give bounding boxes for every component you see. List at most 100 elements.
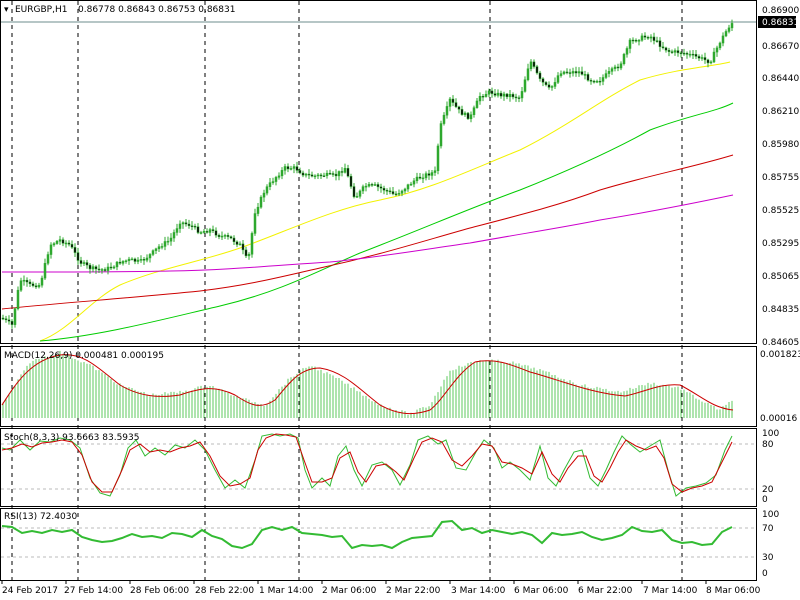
candle-body <box>448 98 452 107</box>
candle-body <box>451 98 455 103</box>
candle-body <box>301 172 305 176</box>
candle-body <box>172 232 176 239</box>
candle-body <box>433 170 437 173</box>
stoch-panel[interactable] <box>0 428 757 507</box>
candle-body <box>13 308 17 325</box>
candle-body <box>205 231 209 233</box>
candle-body <box>277 175 281 178</box>
time-label: 2 Mar 06:00 <box>322 586 377 596</box>
candle-body <box>481 96 485 98</box>
candle-body <box>136 259 140 262</box>
candle-body <box>208 229 212 233</box>
candle-body <box>49 244 53 255</box>
candle-body <box>157 246 161 250</box>
macd-axis-bottom: 0.00016 <box>760 414 797 424</box>
candle-body <box>361 186 365 192</box>
candle-body <box>262 192 266 198</box>
candle-body <box>469 114 473 120</box>
candle-body <box>571 71 575 74</box>
candle-body <box>193 225 197 228</box>
candle-body <box>577 71 581 74</box>
candle-body <box>238 243 242 246</box>
price-tick: 0.86210 <box>762 107 799 117</box>
candle-body <box>289 168 293 170</box>
rsi-axis: 100 70 30 0 <box>762 510 779 579</box>
candle-body <box>568 72 572 74</box>
candle-body <box>316 174 320 177</box>
candle-body <box>229 236 233 239</box>
candle-body <box>628 39 632 49</box>
candle-body <box>580 71 584 75</box>
chart-symbol-title: EURGBP,H1 <box>15 5 67 15</box>
candle-body <box>556 75 560 83</box>
price-tick: 0.84605 <box>762 338 799 348</box>
candle-body <box>634 39 638 42</box>
candle-body <box>100 269 104 271</box>
candle-body <box>484 94 488 97</box>
candle-body <box>112 266 116 269</box>
candle-body <box>505 93 509 98</box>
candle-body <box>187 223 191 226</box>
candle-body <box>718 42 722 49</box>
ma-slow-line <box>1 154 734 310</box>
candle-body <box>325 172 329 176</box>
candle-body <box>709 61 713 64</box>
candle-body <box>43 263 47 279</box>
candle-body <box>400 190 404 194</box>
candle-body <box>679 52 683 55</box>
candle-body <box>664 47 668 51</box>
candle-body <box>511 94 515 98</box>
candle-body <box>37 284 41 288</box>
candle-body <box>706 59 710 64</box>
candle-body <box>406 184 410 190</box>
candle-body <box>184 222 188 225</box>
candle-body <box>259 196 263 208</box>
candle-body <box>673 50 677 53</box>
candle-body <box>265 186 269 194</box>
candle-body <box>331 173 335 175</box>
candle-body <box>712 51 716 63</box>
candle-body <box>445 106 449 116</box>
candle-body <box>166 240 170 243</box>
candle-body <box>31 283 35 286</box>
candle-body <box>244 249 248 257</box>
candle-body <box>589 80 593 82</box>
current-price-tag <box>758 16 796 28</box>
price-candles <box>1 19 734 329</box>
candle-body <box>583 74 587 76</box>
candle-body <box>559 73 563 76</box>
time-label: 28 Feb 06:00 <box>130 586 189 596</box>
chart-menu-icon[interactable]: ▾ <box>4 5 9 15</box>
stoch-tick: 100 <box>762 429 779 439</box>
candle-body <box>379 186 383 189</box>
price-tick: 0.85295 <box>762 239 799 249</box>
stoch-tick: 0 <box>762 495 768 505</box>
candle-body <box>247 253 251 257</box>
candle-body <box>118 261 122 264</box>
candle-body <box>25 279 29 283</box>
candle-body <box>376 184 380 188</box>
candle-body <box>85 262 89 266</box>
candle-body <box>280 170 284 177</box>
candle-body <box>607 71 611 74</box>
candle-body <box>478 96 482 102</box>
candle-body <box>367 184 371 187</box>
stoch-tick: 20 <box>762 485 774 495</box>
candle-body <box>154 248 158 251</box>
candle-body <box>724 31 728 37</box>
macd-histogram <box>2 350 733 418</box>
candle-body <box>115 261 119 268</box>
candle-body <box>397 193 401 195</box>
price-panel[interactable] <box>0 0 757 344</box>
candle-body <box>217 234 221 237</box>
candle-body <box>199 232 203 234</box>
candle-body <box>214 230 218 236</box>
candle-body <box>160 246 164 248</box>
candle-body <box>16 289 20 310</box>
candle-body <box>529 61 533 69</box>
candle-body <box>415 176 419 182</box>
stoch-title: Stoch(8,3,3) 93.6663 83.5935 <box>4 433 139 443</box>
candle-body <box>61 239 65 244</box>
price-tick: 0.85525 <box>762 206 799 216</box>
